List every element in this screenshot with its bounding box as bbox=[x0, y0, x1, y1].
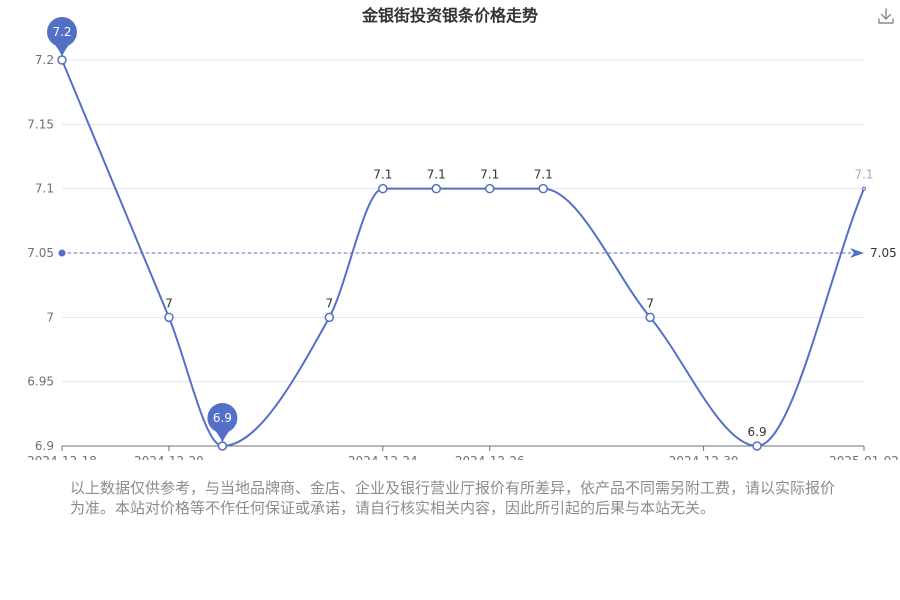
data-point bbox=[862, 186, 866, 191]
y-tick-label: 7.1 bbox=[35, 182, 54, 196]
data-label: 7 bbox=[646, 296, 654, 310]
data-point bbox=[752, 441, 762, 451]
average-line-arrow bbox=[850, 248, 864, 258]
disclaimer-text: 以上数据仅供参考，与当地品牌商、金店、企业及银行营业厅报价有所差异，依产品不同需… bbox=[70, 479, 836, 517]
y-tick-label: 7.05 bbox=[27, 246, 54, 260]
chart-title: 金银街投资银条价格走势 bbox=[361, 6, 538, 25]
y-tick-label: 7 bbox=[46, 310, 54, 324]
average-line-label: 7.05 bbox=[870, 246, 897, 260]
x-tick-label: 2024-12-18 bbox=[27, 454, 97, 460]
data-point bbox=[484, 183, 495, 194]
data-label: 6.9 bbox=[748, 425, 767, 439]
data-label: 7.1 bbox=[854, 168, 873, 182]
y-tick-label: 7.15 bbox=[27, 117, 54, 131]
y-tick-label: 6.95 bbox=[27, 375, 54, 389]
data-label: 7 bbox=[165, 296, 173, 310]
data-point bbox=[538, 183, 548, 194]
data-label: 7.1 bbox=[373, 168, 392, 182]
data-point bbox=[378, 183, 388, 194]
y-tick-label: 7.2 bbox=[35, 53, 54, 67]
data-point bbox=[431, 183, 442, 194]
x-tick-label: 2024-12-26 bbox=[455, 454, 525, 460]
download-button[interactable] bbox=[876, 6, 896, 26]
download-icon bbox=[878, 8, 894, 24]
y-tick-label: 6.9 bbox=[35, 439, 54, 453]
data-label: 7.1 bbox=[534, 168, 553, 182]
min-marker bbox=[207, 403, 238, 433]
x-tick-label: 2025-01-02 bbox=[829, 454, 899, 460]
x-tick-label: 2024-12-20 bbox=[134, 454, 204, 460]
data-label: 7.1 bbox=[480, 168, 499, 182]
data-label: 7 bbox=[326, 296, 334, 310]
data-point bbox=[645, 312, 655, 323]
min-marker-label: 6.9 bbox=[213, 411, 232, 425]
average-line-start bbox=[58, 249, 66, 257]
line-chart: 6.9 6.95 7 7.05 7.1 7.15 7.2 2024-12-18 2024-12-… bbox=[27, 17, 899, 460]
max-marker bbox=[47, 17, 77, 47]
x-tick-label: 2024-12-30 bbox=[669, 454, 739, 460]
data-point bbox=[324, 312, 335, 323]
max-marker-label: 7.2 bbox=[52, 25, 71, 39]
data-label: 7.1 bbox=[427, 168, 446, 182]
data-point bbox=[164, 312, 174, 323]
x-tick-label: 2024-12-24 bbox=[348, 454, 418, 460]
